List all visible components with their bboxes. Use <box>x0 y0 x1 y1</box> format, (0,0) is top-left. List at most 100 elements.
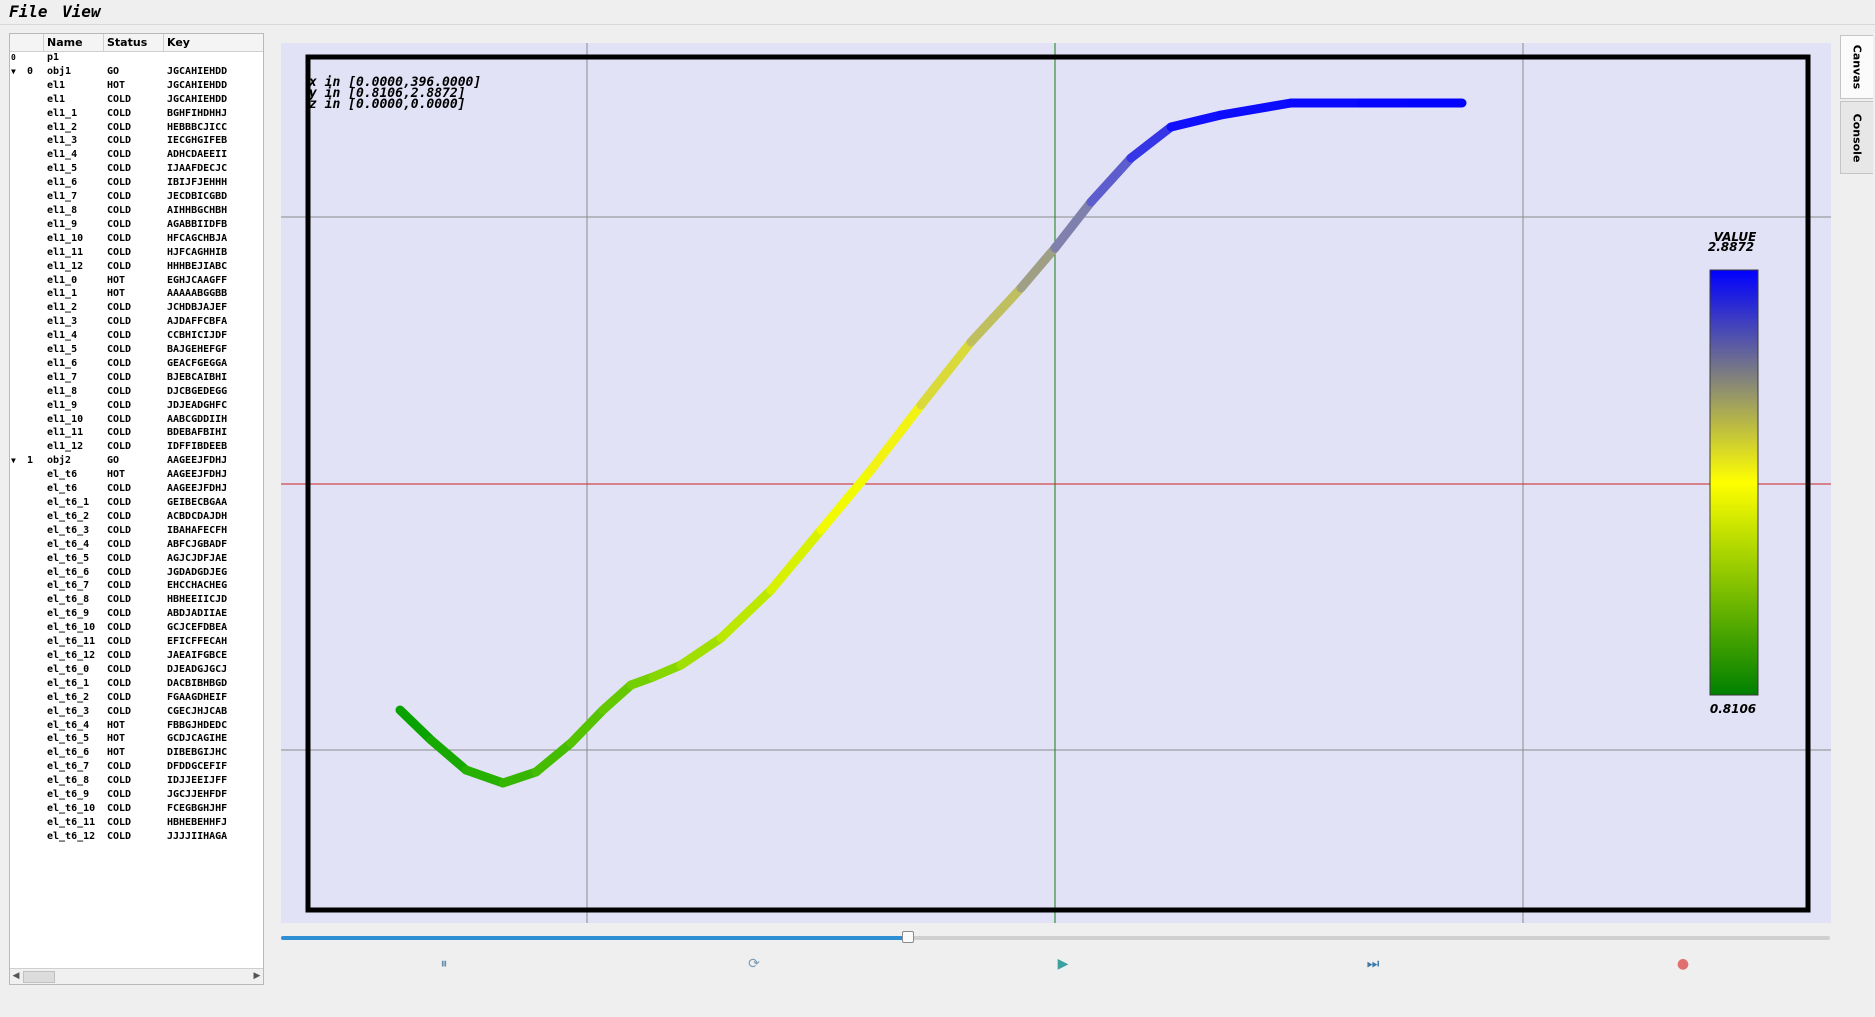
tree-horizontal-scrollbar[interactable]: ◀ ▶ <box>10 968 263 984</box>
tree-row[interactable]: el_t6_3 COLD CGECJHJCAB <box>10 705 263 719</box>
tree-row[interactable]: el1_5 COLD BAJGEHEFGF <box>10 343 263 357</box>
row-index: 0 <box>27 65 34 77</box>
row-status: COLD <box>107 316 132 328</box>
tree-row[interactable]: el1_6 COLD GEACFGEGGA <box>10 357 263 371</box>
tree-row[interactable]: el1_1 HOT AAAAABGGBB <box>10 287 263 301</box>
row-status: HOT <box>107 733 126 745</box>
header-index[interactable] <box>10 34 44 51</box>
tree-row[interactable]: el_t6_12 COLD JAEAIFGBCE <box>10 649 263 663</box>
tree-row[interactable]: el_t6_8 COLD HBHEEIICJD <box>10 593 263 607</box>
scroll-right-icon[interactable]: ▶ <box>253 971 261 981</box>
tree-row[interactable]: el_t6_5 COLD AGJCJDFJAE <box>10 552 263 566</box>
tree-row[interactable]: 0 p1 <box>10 51 263 65</box>
tree-row[interactable]: el_t6_5 HOT GCDJCAGIHE <box>10 732 263 746</box>
tree-row[interactable]: el1_2 COLD HEBBBCJICC <box>10 121 263 135</box>
row-key: AJDAFFCBFA <box>167 316 228 328</box>
tree-row[interactable]: el_t6_9 COLD JGCJJEHFDF <box>10 788 263 802</box>
pause-button[interactable]: ⏸ <box>434 954 454 974</box>
row-status: HOT <box>107 719 126 731</box>
tree-row[interactable]: el1_12 COLD IDFFIBDEEB <box>10 440 263 454</box>
tree-row[interactable]: el1_4 COLD ADHCDAEEII <box>10 148 263 162</box>
tree-row[interactable]: el_t6_11 COLD HBHEBEHHFJ <box>10 816 263 830</box>
menu-file[interactable]: File <box>9 2 48 21</box>
plot-canvas[interactable]: x in [0.0000,396.0000] y in [0.8106,2.88… <box>281 43 1831 923</box>
row-key: GCJCEFDBEA <box>167 622 228 634</box>
menu-view[interactable]: View <box>62 2 101 21</box>
tree-row[interactable]: ▼ 0 obj1 GO JGCAHIEHDD <box>10 65 263 79</box>
header-name[interactable]: Name <box>44 34 104 51</box>
row-status: COLD <box>107 163 132 175</box>
tree-row[interactable]: el1_10 COLD AABCGDDIIH <box>10 413 263 427</box>
tree-row[interactable]: el_t6_11 COLD EFICFFECAH <box>10 635 263 649</box>
tree-row[interactable]: el_t6_1 COLD GEIBECBGAA <box>10 496 263 510</box>
tree-row[interactable]: el1_10 COLD HFCAGCHBJA <box>10 232 263 246</box>
tree-row[interactable]: el_t6_2 COLD FGAAGDHEIF <box>10 691 263 705</box>
tab-canvas[interactable]: Canvas <box>1840 35 1873 99</box>
tree-row[interactable]: el1 COLD JGCAHIEHDD <box>10 93 263 107</box>
tree-row[interactable]: el_t6_12 COLD JJJJIIHAGA <box>10 830 263 844</box>
row-status: COLD <box>107 566 132 578</box>
tree-rows: 0 p1 ▼ 0 obj1 GO JGCAHIEHDD el1 HOT JGCAHIEHDD el1… <box>10 51 263 844</box>
tree-row[interactable]: el1 HOT JGCAHIEHDD <box>10 79 263 93</box>
tree-row[interactable]: el_t6_1 COLD DACBIBHBGD <box>10 677 263 691</box>
scroll-thumb[interactable] <box>23 971 55 983</box>
tree-row[interactable]: el_t6_3 COLD IBAHAFECFH <box>10 524 263 538</box>
time-slider-track[interactable] <box>281 936 1830 940</box>
tree-row[interactable]: el1_0 HOT EGHJCAAGFF <box>10 274 263 288</box>
tree-row[interactable]: el1_3 COLD AJDAFFCBFA <box>10 315 263 329</box>
tree-row[interactable]: el_t6 HOT AAGEEJFDHJ <box>10 468 263 482</box>
row-key: JECDBICGBD <box>167 191 228 203</box>
tree-row[interactable]: el_t6_4 HOT FBBGJHDEDC <box>10 719 263 733</box>
tree-row[interactable]: el1_8 COLD AIHHBGCHBH <box>10 204 263 218</box>
tree-row[interactable]: el1_5 COLD IJAAFDECJC <box>10 162 263 176</box>
scroll-left-icon[interactable]: ◀ <box>12 971 20 981</box>
tree-row[interactable]: ▼ 1 obj2 GO AAGEEJFDHJ <box>10 454 263 468</box>
row-status: COLD <box>107 789 132 801</box>
tree-row[interactable]: el1_8 COLD DJCBGEDEGG <box>10 385 263 399</box>
tree-row[interactable]: el_t6_8 COLD IDJJEEIJFF <box>10 774 263 788</box>
row-key: HFCAGCHBJA <box>167 232 228 244</box>
step-forward-button[interactable]: ⏭ <box>1363 954 1383 974</box>
time-slider-handle[interactable] <box>902 931 915 943</box>
header-status[interactable]: Status <box>104 34 164 51</box>
row-key: AGABBIIDFB <box>167 218 228 230</box>
tree-row[interactable]: el1_9 COLD AGABBIIDFB <box>10 218 263 232</box>
tab-console[interactable]: Console <box>1840 101 1873 174</box>
tree-row[interactable]: el1_4 COLD CCBHICIJDF <box>10 329 263 343</box>
tree-row[interactable]: el_t6_10 COLD FCEGBGHJHF <box>10 802 263 816</box>
row-name: el1_0 <box>47 274 78 286</box>
reload-button[interactable]: ⟳ <box>744 954 764 974</box>
play-button[interactable]: ▶ <box>1053 954 1073 974</box>
tree-row[interactable]: el1_11 COLD BDEBAFBIHI <box>10 426 263 440</box>
expand-arrow-icon[interactable]: ▼ <box>11 456 16 466</box>
tree-row[interactable]: el_t6_7 COLD EHCCHACHEG <box>10 579 263 593</box>
tree-row[interactable]: el1_3 COLD IECGHGIFEB <box>10 134 263 148</box>
tree-row[interactable]: el_t6_7 COLD DFDDGCEFIF <box>10 760 263 774</box>
tree-row[interactable]: el1_9 COLD JDJEADGHFC <box>10 399 263 413</box>
row-key: JAEAIFGBCE <box>167 649 228 661</box>
expand-arrow-icon[interactable]: ▼ <box>11 66 16 76</box>
tree-row[interactable]: el1_2 COLD JCHDBJAJEF <box>10 301 263 315</box>
tree-row[interactable]: el_t6_0 COLD DJEADGJGCJ <box>10 663 263 677</box>
curve-segment <box>966 283 1026 347</box>
tree-row[interactable]: el_t6_6 HOT DIBEBGIJHC <box>10 746 263 760</box>
tree-row[interactable]: el_t6_9 COLD ABDJADIIAE <box>10 607 263 621</box>
row-status: HOT <box>107 274 126 286</box>
tree-row[interactable]: el1_7 COLD JECDBICGBD <box>10 190 263 204</box>
row-status: HOT <box>107 747 126 759</box>
tree-row[interactable]: el_t6_6 COLD JGDADGDJEG <box>10 566 263 580</box>
tree-row[interactable]: el_t6_10 COLD GCJCEFDBEA <box>10 621 263 635</box>
tree-row[interactable]: el1_11 COLD HJFCAGHHIB <box>10 246 263 260</box>
tree-row[interactable]: el1_7 COLD BJEBCAIBHI <box>10 371 263 385</box>
tree-row[interactable]: el1_1 COLD BGHFIHDHHJ <box>10 107 263 121</box>
stop-button[interactable]: ● <box>1673 954 1693 974</box>
tree-row[interactable]: el1_6 COLD IBIJFJEHHH <box>10 176 263 190</box>
row-status: COLD <box>107 510 132 522</box>
row-key: HBHEEIICJD <box>167 594 228 606</box>
tree-row[interactable]: el_t6 COLD AAGEEJFDHJ <box>10 482 263 496</box>
tree-row[interactable]: el_t6_2 COLD ACBDCDAJDH <box>10 510 263 524</box>
row-key: JGCJJEHFDF <box>167 789 228 801</box>
header-key[interactable]: Key <box>167 36 190 49</box>
tree-row[interactable]: el_t6_4 COLD ABFCJGBADF <box>10 538 263 552</box>
tree-row[interactable]: el1_12 COLD HHHBEJIABC <box>10 260 263 274</box>
